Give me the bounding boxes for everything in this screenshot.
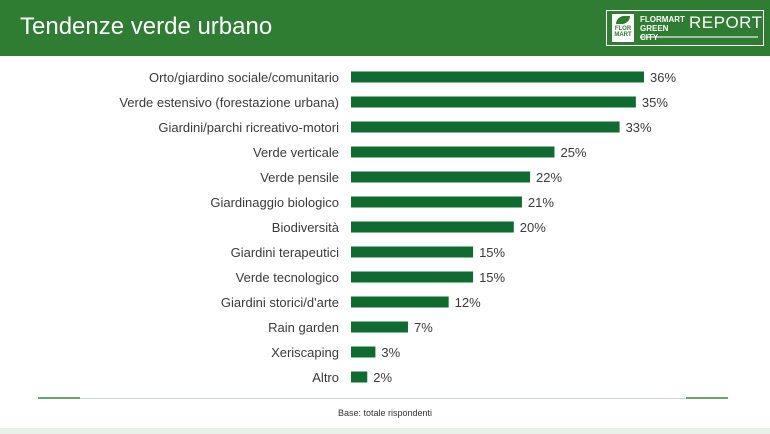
category-label: Giardinaggio biologico xyxy=(210,195,339,210)
category-label: Verde verticale xyxy=(253,145,339,160)
bar xyxy=(351,146,555,158)
footer-divider-accent-right xyxy=(686,397,728,399)
bar xyxy=(351,271,474,283)
page-title: Tendenze verde urbano xyxy=(20,13,273,40)
value-label: 20% xyxy=(520,220,546,235)
logo-report-text: REPORT xyxy=(689,13,763,32)
footnote: Base: totale rispondenti xyxy=(337,408,433,418)
category-label: Verde estensivo (forestazione urbana) xyxy=(119,95,339,110)
bar xyxy=(351,171,531,183)
header-bar: Tendenze verde urbano FLOR MART FLORMART… xyxy=(0,0,770,56)
flormart-logo-icon: FLOR MART xyxy=(612,14,634,42)
bottom-band xyxy=(0,428,770,434)
logo-mark-text: FLOR MART xyxy=(614,26,632,38)
category-label: Giardini terapeutici xyxy=(231,245,339,260)
leaf-icon xyxy=(616,16,630,24)
category-label: Orto/giardino sociale/comunitario xyxy=(149,70,339,85)
report-logo: FLOR MART FLORMART GREEN CITY REPORT xyxy=(606,10,764,46)
value-label: 33% xyxy=(626,120,652,135)
category-label: Xeriscaping xyxy=(271,345,339,360)
bar xyxy=(351,346,376,358)
bar xyxy=(351,221,514,233)
value-label: 21% xyxy=(528,195,554,210)
category-label: Verde pensile xyxy=(260,170,339,185)
value-label: 3% xyxy=(381,345,400,360)
category-label: Giardini storici/d'arte xyxy=(221,295,339,310)
value-label: 15% xyxy=(479,245,505,260)
category-label: Altro xyxy=(312,370,339,385)
bar xyxy=(351,296,449,308)
bar-chart: Orto/giardino sociale/comunitario 36% Verd… xyxy=(119,70,676,385)
category-label: Biodiversità xyxy=(272,220,340,235)
logo-brand-line2: GREEN CITY xyxy=(640,24,669,42)
value-label: 2% xyxy=(373,370,392,385)
logo-brand-line1: FLORMART xyxy=(640,15,685,24)
bar xyxy=(351,371,368,383)
footer-divider xyxy=(38,398,728,399)
bar xyxy=(351,71,644,83)
value-label: 7% xyxy=(414,320,433,335)
bar xyxy=(351,196,522,208)
value-label: 36% xyxy=(650,70,676,85)
category-label: Giardini/parchi ricreativo-motori xyxy=(158,120,339,135)
bar xyxy=(351,121,620,133)
bar xyxy=(351,321,408,333)
value-label: 15% xyxy=(479,270,505,285)
value-label: 25% xyxy=(560,145,586,160)
value-label: 12% xyxy=(455,295,481,310)
value-label: 35% xyxy=(642,95,668,110)
category-label: Rain garden xyxy=(268,320,339,335)
footer-divider-accent-left xyxy=(38,397,80,399)
bar xyxy=(351,96,636,108)
logo-underline xyxy=(640,36,758,38)
category-label: Verde tecnologico xyxy=(236,270,339,285)
value-label: 22% xyxy=(536,170,562,185)
bar xyxy=(351,246,474,258)
